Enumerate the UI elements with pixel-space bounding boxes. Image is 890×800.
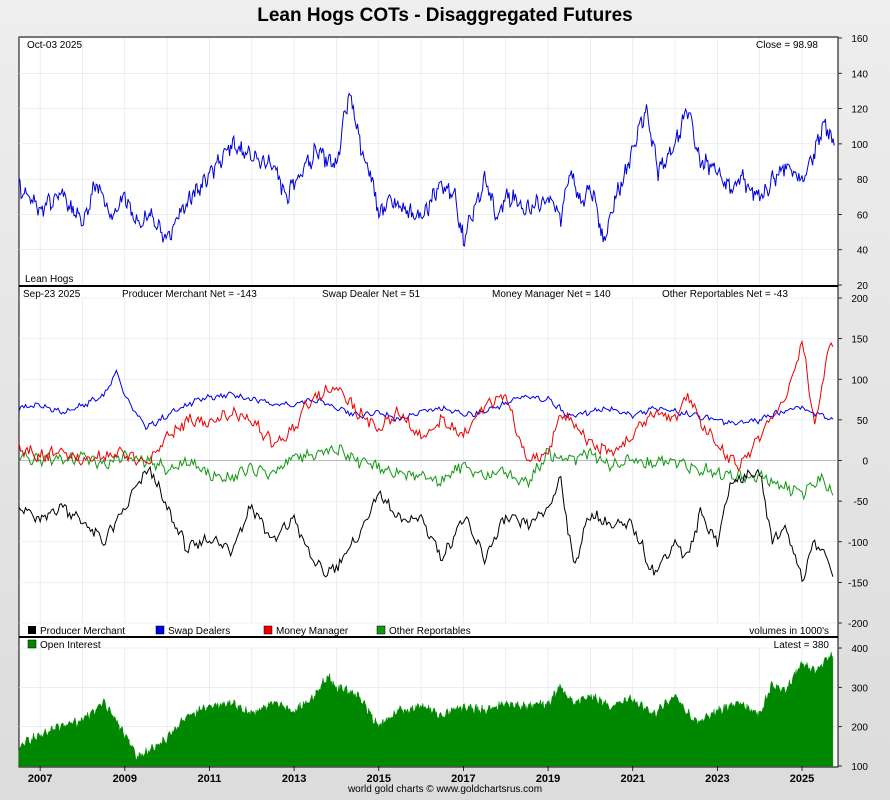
price-date-label: Oct-03 2025: [27, 40, 82, 51]
legend-producer: Producer Merchant: [40, 626, 125, 637]
y-tick-label: 100: [851, 375, 868, 386]
price-panel: [18, 92, 835, 247]
chart-frame: [18, 36, 839, 768]
y-tick-label: 100: [851, 762, 868, 773]
cot-date-label: Sep-23 2025: [23, 289, 81, 300]
x-tick-label: 2023: [705, 773, 729, 785]
y-tick-label: 80: [857, 175, 869, 186]
y-tick-label: 160: [851, 34, 868, 45]
money-net-label: Money Manager Net = 140: [492, 289, 611, 300]
y-tick-label: -150: [848, 578, 868, 589]
x-tick-label: 2025: [790, 773, 814, 785]
money-manager-line: [18, 339, 834, 472]
y-tick-label: 100: [851, 140, 868, 151]
open-interest-area: [18, 651, 834, 767]
legend-swatch-other: [376, 625, 386, 635]
x-axis-ticks: 2007 2009 2011 2013 2015 2017 2019 2021 2023 2025: [28, 766, 814, 785]
price-panel-title: Lean Hogs: [25, 274, 73, 285]
legend-swatch-money: [263, 625, 273, 635]
price-close-label: Close = 98.98: [756, 40, 818, 51]
chart-title: Lean Hogs COTs - Disaggregated Futures: [257, 5, 633, 26]
x-tick-label: 2015: [367, 773, 391, 785]
y-tick-label: 300: [851, 683, 868, 694]
y-tick-label: -200: [848, 619, 868, 630]
y-tick-label: 140: [851, 69, 868, 80]
y-tick-label: 0: [862, 457, 868, 468]
legend-swap: Swap Dealers: [168, 626, 230, 637]
y-tick-label: 400: [851, 644, 868, 655]
x-tick-label: 2011: [198, 773, 222, 785]
y-tick-label: 120: [851, 105, 868, 116]
x-tick-label: 2019: [536, 773, 560, 785]
cot-panel: [18, 339, 834, 583]
y-tick-label: 200: [851, 294, 868, 305]
x-tick-label: 2009: [113, 773, 137, 785]
footer-credit: world gold charts © www.goldchartsrus.co…: [347, 784, 543, 795]
producer-net-label: Producer Merchant Net = -143: [122, 289, 257, 300]
y-tick-label: -50: [854, 497, 869, 508]
open-interest-panel: [18, 651, 834, 767]
x-tick-label: 2013: [282, 773, 306, 785]
y-tick-label: 50: [857, 416, 869, 427]
x-tick-label: 2021: [620, 773, 644, 785]
y-axis-ticks: 160 140 120 100 80 60 40 20 200 150 100 50 0 -50 -100 -…: [838, 34, 868, 773]
other-net-label: Other Reportables Net = -43: [662, 289, 788, 300]
legend-swatch-swap: [155, 625, 165, 635]
y-tick-label: 60: [857, 210, 869, 221]
producer-merchant-line: [18, 465, 834, 583]
y-tick-label: -100: [848, 538, 868, 549]
price-line: [18, 92, 835, 247]
grid-layer: [19, 37, 838, 767]
swap-net-label: Swap Dealer Net = 51: [322, 289, 421, 300]
x-tick-label: 2017: [451, 773, 475, 785]
units-label: volumes in 1000's: [749, 626, 829, 637]
legend-swatch-producer: [28, 626, 36, 634]
y-tick-label: 150: [851, 335, 868, 346]
latest-oi-label: Latest = 380: [774, 640, 830, 651]
legend-other: Other Reportables: [389, 626, 471, 637]
legend-open-interest: Open Interest: [40, 640, 101, 651]
title-bar: Lean Hogs COTs - Disaggregated Futures: [0, 0, 890, 34]
y-tick-label: 200: [851, 723, 868, 734]
y-tick-label: 40: [857, 246, 869, 257]
legend-swatch-open-interest: [27, 639, 37, 649]
legend-money: Money Manager: [276, 626, 349, 637]
other-reportables-line: [18, 444, 834, 501]
x-tick-label: 2007: [28, 773, 52, 785]
y-tick-label: 20: [857, 281, 869, 292]
